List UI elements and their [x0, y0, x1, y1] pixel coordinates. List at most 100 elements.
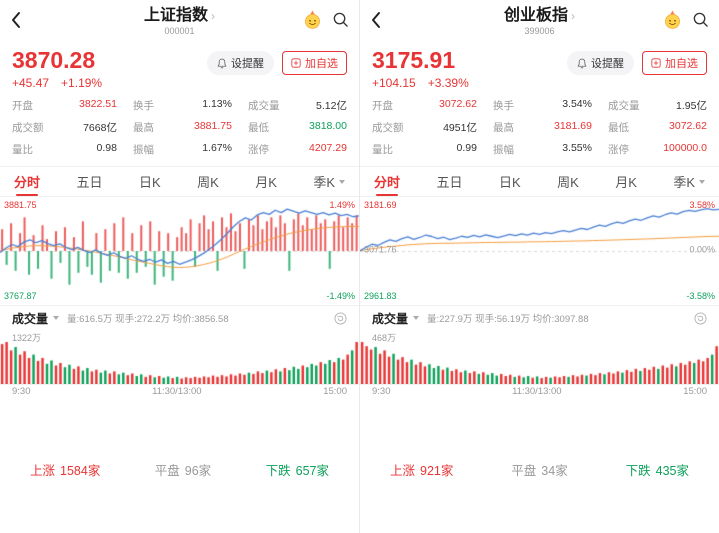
bell-icon: [577, 58, 587, 68]
header-title-block: 创业板指 › 399006: [360, 0, 719, 36]
tab-quarterly-k[interactable]: 季K: [673, 167, 705, 196]
tab-minute[interactable]: 分时: [374, 167, 400, 196]
tab-weekly-k[interactable]: 周K: [557, 175, 579, 191]
time-axis: 9:30 11:30/13:00 15:00: [360, 385, 719, 399]
time-label-open: 9:30: [12, 386, 31, 398]
chevron-down-icon: [413, 316, 420, 321]
stat-low: 最低 3818.00: [247, 120, 347, 135]
set-alert-label: 设提醒: [591, 58, 624, 70]
stat-amount: 成交额 7668亿: [12, 122, 117, 135]
volume-title-label: 成交量: [372, 311, 409, 326]
volume-chart-canvas[interactable]: [360, 330, 719, 385]
price-change: +45.47: [12, 76, 50, 91]
set-alert-button[interactable]: 设提醒: [207, 51, 274, 75]
search-icon[interactable]: [692, 11, 709, 28]
tab-minute[interactable]: 分时: [14, 167, 40, 196]
index-panel-right: 创业板指 › 399006 3175.91 +104.15 +3.39%: [359, 0, 719, 533]
stat-limit-up: 涨停 4207.29: [247, 142, 347, 157]
add-watchlist-label: 加自选: [305, 58, 338, 70]
tab-quarterly-k-label: 季K: [313, 175, 335, 191]
tab-monthly-k[interactable]: 月K: [255, 175, 277, 191]
stat-turnover: 换手 3.54%: [492, 98, 592, 113]
back-button[interactable]: [368, 9, 383, 34]
stock-code: 399006: [524, 25, 555, 36]
tab-5day[interactable]: 五日: [436, 175, 463, 191]
stat-open: 开盘 3072.62: [372, 98, 477, 113]
chevron-right-icon[interactable]: ›: [211, 8, 215, 23]
volume-indicator-selector[interactable]: 成交量: [372, 310, 420, 327]
volume-chart[interactable]: 468万: [360, 330, 719, 386]
volume-chart-canvas[interactable]: [0, 330, 359, 385]
advancers-count: 上涨 1584家: [30, 464, 101, 479]
time-label-close: 15:00: [323, 386, 347, 398]
mascot-icon[interactable]: [663, 10, 682, 29]
stock-code: 000001: [164, 25, 195, 36]
quote-block: 3175.91 +104.15 +3.39% 设提醒 加自选: [360, 42, 719, 96]
stats-grid: 开盘 3822.51 换手 1.13% 成交量 5.12亿 成交额 7668亿 最高 38…: [0, 96, 359, 166]
page-title: 上证指数: [143, 7, 208, 24]
back-button[interactable]: [8, 9, 23, 34]
set-alert-label: 设提醒: [231, 58, 264, 70]
plus-square-icon: [291, 58, 301, 68]
search-icon[interactable]: [332, 11, 349, 28]
tab-5day[interactable]: 五日: [76, 175, 103, 191]
chevron-down-icon: [53, 316, 60, 321]
stat-amplitude: 振幅 1.67%: [132, 142, 232, 157]
stat-volume-ratio: 量比 0.99: [372, 142, 477, 157]
unchanged-count: 平盘 34家: [511, 464, 568, 479]
stat-high: 最高 3881.75: [132, 120, 232, 135]
time-label-close: 15:00: [683, 386, 707, 398]
stat-amount: 成交额 4951亿: [372, 122, 477, 135]
volume-peak-label: 468万: [372, 333, 397, 344]
stat-limit-up: 涨停 100000.0: [607, 142, 707, 157]
header-title-block: 上证指数 › 000001: [0, 0, 359, 36]
chevron-down-icon: [698, 179, 705, 184]
current-price: 3870.28: [12, 47, 96, 73]
market-breadth: 上涨 921家 平盘 34家 下跌 435家: [360, 399, 719, 533]
add-watchlist-button[interactable]: 加自选: [282, 51, 347, 75]
stats-grid: 开盘 3072.62 换手 3.54% 成交量 1.95亿 成交额 4951亿 最高 31…: [360, 96, 719, 166]
volume-info: 量:616.5万 现手:272.2万 均价:3856.58: [67, 314, 229, 326]
add-watchlist-label: 加自选: [665, 58, 698, 70]
period-tabs: 分时 五日 日K 周K 月K 季K: [0, 166, 359, 198]
stat-open: 开盘 3822.51: [12, 98, 117, 113]
intraday-chart-canvas[interactable]: [0, 197, 359, 306]
time-label-midday: 11:30/13:00: [152, 386, 202, 398]
tab-daily-k[interactable]: 日K: [138, 175, 161, 191]
time-label-open: 9:30: [372, 386, 391, 398]
tab-quarterly-k[interactable]: 季K: [313, 167, 345, 196]
chevron-down-icon: [338, 179, 345, 184]
set-alert-button[interactable]: 设提醒: [567, 51, 634, 75]
current-price: 3175.91: [372, 47, 456, 73]
mascot-icon[interactable]: [303, 10, 322, 29]
stat-volume: 成交量 1.95亿: [607, 100, 707, 113]
panel-header: 创业板指 › 399006: [360, 0, 719, 42]
volume-chart[interactable]: 1322万: [0, 330, 359, 386]
stat-turnover: 换手 1.13%: [132, 98, 232, 113]
tab-daily-k[interactable]: 日K: [498, 175, 521, 191]
price-change-pct: +3.39%: [427, 76, 469, 91]
quote-block: 3870.28 +45.47 +1.19% 设提醒 加自选: [0, 42, 359, 96]
plus-square-icon: [651, 58, 661, 68]
tab-weekly-k[interactable]: 周K: [197, 175, 219, 191]
price-change-row: +104.15 +3.39%: [372, 76, 469, 90]
add-watchlist-button[interactable]: 加自选: [642, 51, 707, 75]
intraday-chart[interactable]: 3881.75 3767.87 1.49% -1.49%: [0, 197, 359, 307]
stat-amplitude: 振幅 3.55%: [492, 142, 592, 157]
time-axis: 9:30 11:30/13:00 15:00: [0, 385, 359, 399]
tab-monthly-k[interactable]: 月K: [615, 175, 637, 191]
intraday-chart[interactable]: 3181.69 3071.76 2961.83 3.58% 0.00% -3.5…: [360, 197, 719, 307]
page-title: 创业板指: [503, 7, 568, 24]
market-breadth: 上涨 1584家 平盘 96家 下跌 657家: [0, 399, 359, 533]
unchanged-count: 平盘 96家: [154, 464, 212, 479]
volume-peak-label: 1322万: [12, 333, 42, 344]
stat-volume: 成交量 5.12亿: [247, 100, 347, 113]
intraday-chart-canvas[interactable]: [360, 197, 719, 306]
indicator-settings-icon[interactable]: [334, 312, 347, 325]
indicator-settings-icon[interactable]: [694, 312, 707, 325]
volume-indicator-selector[interactable]: 成交量: [12, 310, 60, 327]
decliners-count: 下跌 435家: [625, 464, 689, 479]
stat-high: 最高 3181.69: [492, 120, 592, 135]
price-change: +104.15: [372, 76, 416, 91]
chevron-right-icon[interactable]: ›: [571, 8, 575, 23]
